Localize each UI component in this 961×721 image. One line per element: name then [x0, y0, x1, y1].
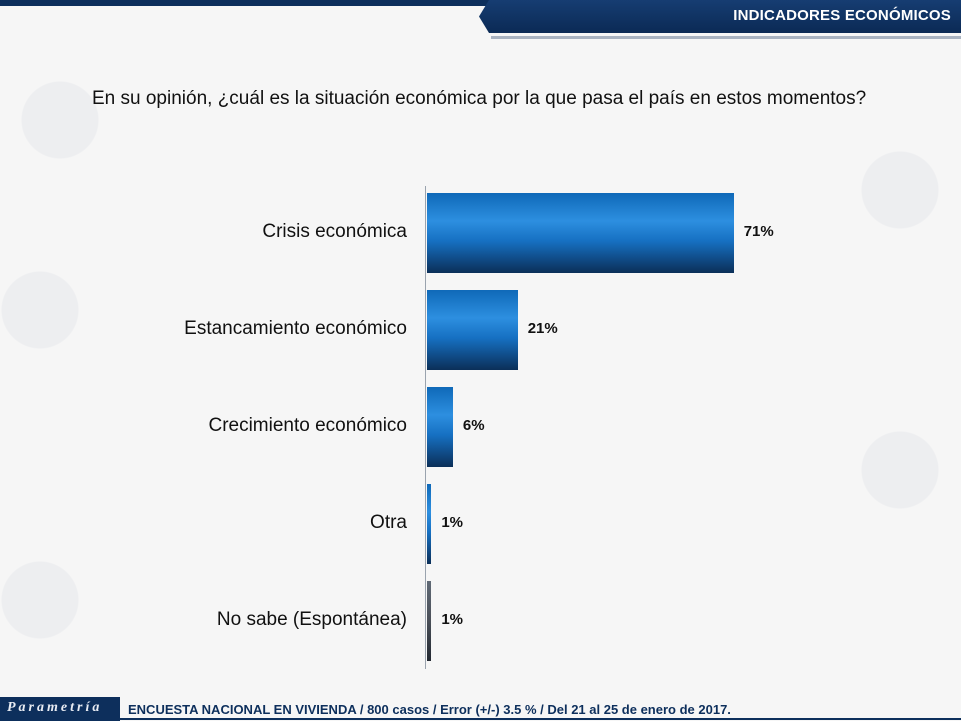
footer-note: ENCUESTA NACIONAL EN VIVIENDA / 800 caso…: [128, 702, 731, 717]
survey-question: En su opinión, ¿cuál es la situación eco…: [92, 88, 867, 109]
bar: [427, 484, 432, 564]
category-label: No sabe (Espontánea): [216, 609, 407, 630]
value-label: 71%: [743, 223, 774, 240]
category-label: Crisis económica: [262, 221, 407, 242]
category-axis-line: [425, 186, 426, 669]
header-underline: [491, 36, 961, 39]
value-label: 6%: [462, 417, 485, 434]
value-label: 1%: [441, 611, 463, 628]
footer-logo-box: Parametría: [0, 697, 120, 721]
bar: [427, 193, 734, 273]
bar: [427, 581, 432, 661]
value-label: 21%: [527, 320, 558, 337]
category-label: Otra: [370, 512, 407, 533]
header-title: INDICADORES ECONÓMICOS: [733, 7, 951, 24]
parametria-logo: Parametría: [7, 700, 103, 715]
category-label: Crecimiento económico: [208, 415, 407, 436]
value-label: 1%: [441, 514, 463, 531]
category-label: Estancamiento económico: [184, 318, 407, 339]
header-tab: [479, 0, 961, 33]
bar: [427, 387, 453, 467]
bar: [427, 290, 518, 370]
top-bar: [0, 0, 961, 6]
footer-line: [120, 718, 961, 720]
